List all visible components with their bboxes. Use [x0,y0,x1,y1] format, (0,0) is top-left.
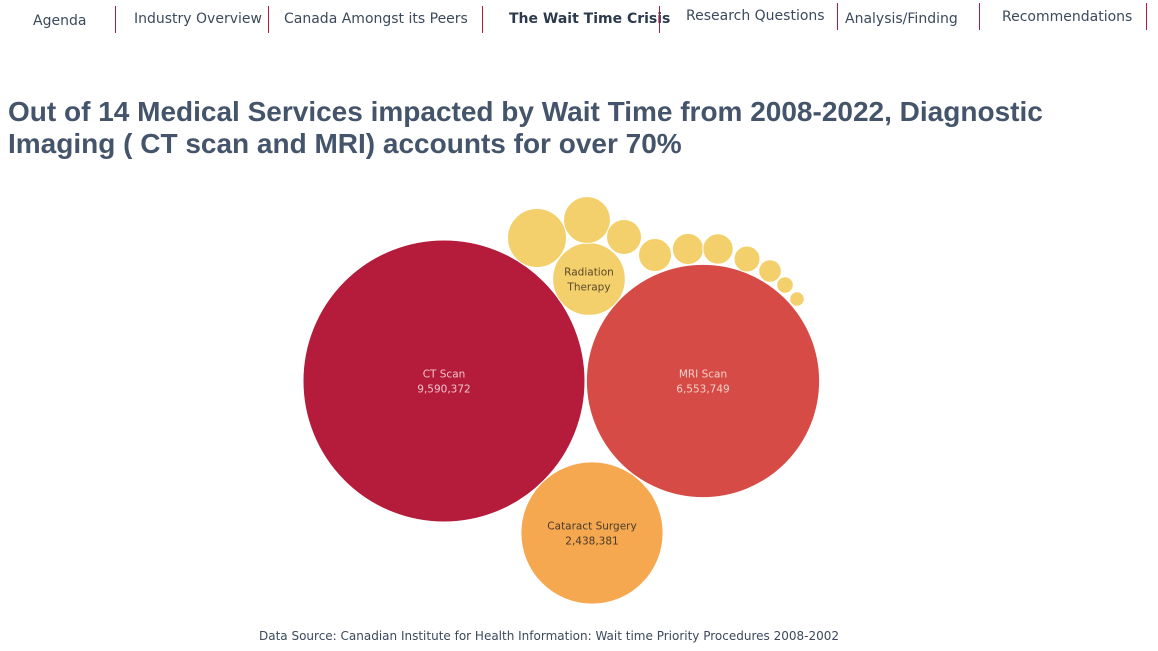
nav-item-agenda[interactable]: Agenda [33,13,87,29]
data-source-note: Data Source: Canadian Institute for Heal… [259,629,839,643]
bubble-unlabeled [789,291,805,307]
bubble-unlabeled [606,219,642,255]
bubble-unlabeled [776,276,794,294]
bubble-cataract-surgery [520,461,664,605]
bubble-unlabeled [702,233,734,265]
bubble-unlabeled [563,196,611,244]
bubble-mri-scan [585,263,821,499]
nav-divider [979,3,980,30]
nav-item-recommendations[interactable]: Recommendations [1002,9,1133,25]
bubble-radiation-therapy [552,242,626,316]
nav-item-industry-overview[interactable]: Industry Overview [134,11,262,27]
bubble-value-label: 2,438,381 [565,536,618,548]
bubble-label: Cataract Surgery [547,521,636,533]
bubble-unlabeled [758,259,782,283]
bubble-unlabeled [638,238,672,272]
nav-item-research-questions[interactable]: Research Questions [686,8,825,24]
page-title: Out of 14 Medical Services impacted by W… [8,96,1043,159]
nav-item-analysis-finding[interactable]: Analysis/Finding [845,11,958,27]
nav-divider [837,3,838,30]
bubble-unlabeled [507,208,567,268]
nav-divider [1146,3,1147,30]
bubble-label: Therapy [566,282,610,294]
bubble-label: Radiation [564,267,614,279]
nav-item-wait-time-crisis[interactable]: The Wait Time Crisis [509,11,671,27]
bubble-label: MRI Scan [679,369,727,381]
nav-divider [659,6,660,33]
bubble-unlabeled [671,232,705,266]
nav-divider [115,6,116,33]
bubble-unlabeled [733,245,761,273]
bubble-value-label: 9,590,372 [417,384,470,396]
bubble-value-label: 6,553,749 [676,384,729,396]
nav-item-canada-amongst-peers[interactable]: Canada Amongst its Peers [284,11,468,27]
bubble-ct-scan [302,239,586,523]
bubble-label: CT Scan [423,369,466,381]
nav-divider [268,6,269,33]
nav-divider [482,6,483,33]
